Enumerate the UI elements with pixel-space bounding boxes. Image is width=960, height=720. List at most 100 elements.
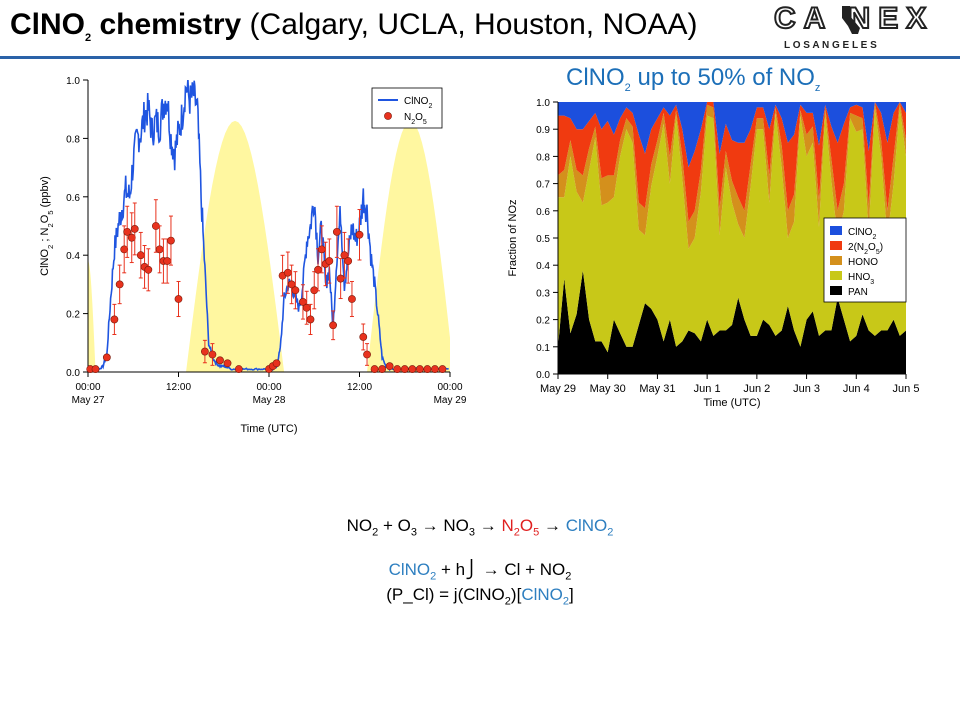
area-series-hno3 <box>558 107 906 353</box>
n2o5-point-15 <box>163 257 172 265</box>
n2o5-point-19 <box>208 350 217 359</box>
y-tick-label-4: 0.4 <box>536 261 550 272</box>
n2o5-point-47 <box>370 365 379 373</box>
y-tick-label-7: 0.7 <box>536 180 550 191</box>
x-tick-label-1: 12:00 <box>166 382 191 393</box>
x-tick-label-7: Jun 5 <box>893 383 920 395</box>
y-tick-label-1: 0.2 <box>66 310 80 321</box>
daylight-shade-2 <box>367 120 450 372</box>
area-series-hono <box>558 102 906 249</box>
y-tick-label-3: 0.6 <box>66 193 80 204</box>
x-tick-label-3: 12:00 <box>347 382 372 393</box>
logo-bottom-text: L O S A N G E L E S <box>784 40 877 51</box>
n2o5-point-33 <box>310 286 319 295</box>
n2o5-point-22 <box>234 365 243 373</box>
x-tick-label-4: 00:00 <box>437 382 462 393</box>
n2o5-point-17 <box>174 295 183 303</box>
n2o5-point-37 <box>325 257 334 265</box>
y-tick-label-5: 1.0 <box>66 76 80 87</box>
equation-1: NO2 + O3 → NO3 → N2O5 → ClNO2 <box>346 516 614 539</box>
n2o5-point-16 <box>167 236 175 245</box>
n2o5-point-48 <box>378 365 387 373</box>
n2o5-point-51 <box>400 365 409 373</box>
x-tick-label-3: Jun 1 <box>694 383 721 395</box>
legend-label-0: ClNO2 <box>848 227 876 241</box>
n2o5-point-34 <box>314 265 322 274</box>
n2o5-point-43 <box>348 295 356 303</box>
daylight-shade-0 <box>88 261 96 372</box>
n2o5-point-50 <box>393 365 402 373</box>
n2o5-point-2 <box>102 353 111 362</box>
y-tick-label-0: 0.0 <box>536 370 550 381</box>
n2o5-point-6 <box>123 227 132 236</box>
n2o5-point-27 <box>283 268 292 277</box>
x-tick-label-1: May 30 <box>590 383 626 395</box>
n2o5-point-25 <box>272 359 281 368</box>
x-tick-date-2: May 28 <box>253 395 286 406</box>
x-tick-label-6: Jun 4 <box>843 383 870 395</box>
clno2-n2o5-timeseries-chart: 0.0 0.2 0.4 0.6 0.8 1.0 00:00 May 27 12:00 00:00 M… <box>39 76 467 435</box>
n2o5-point-18 <box>200 347 209 356</box>
n2o5-point-35 <box>317 245 326 254</box>
legend-swatch-n2o5 <box>384 112 392 120</box>
equation-3: (P_Cl) = j(ClNO2)[ClNO2] <box>386 585 574 608</box>
legend-label-clno2: ClNO2 <box>404 96 432 110</box>
n2o5-point-44 <box>355 230 364 239</box>
y-tick-label-5: 0.5 <box>536 234 550 245</box>
legend-swatch-1 <box>830 241 842 250</box>
daylight-shade-1 <box>186 120 285 372</box>
y-tick-label-10: 1.0 <box>536 98 550 109</box>
legend-label-1: 2(N2O5) <box>848 242 883 256</box>
y-tick-label-6: 0.6 <box>536 207 550 218</box>
legend-label-2: HONO <box>848 257 878 268</box>
n2o5-point-39 <box>332 227 341 236</box>
n2o5-point-7 <box>127 233 136 242</box>
n2o5-point-3 <box>110 315 119 324</box>
n2o5-point-11 <box>144 265 153 274</box>
legend-label-4: PAN <box>848 287 868 298</box>
header-rule <box>0 56 960 59</box>
y-axis-label: Fraction of NOz <box>507 199 519 276</box>
n2o5-point-20 <box>216 356 224 365</box>
n2o5-point-55 <box>431 365 439 373</box>
x-tick-date-0: May 27 <box>72 395 105 406</box>
y-tick-label-2: 0.4 <box>66 251 80 262</box>
n2o5-point-29 <box>291 286 300 295</box>
legend-label-n2o5: N2O5 <box>404 112 427 126</box>
legend-swatch-4 <box>830 286 842 295</box>
x-tick-label-4: Jun 2 <box>743 383 770 395</box>
n2o5-point-13 <box>155 245 164 254</box>
n2o5-point-53 <box>415 365 424 373</box>
y-axis-label: ClNO2 ; N2O5 (ppbv) <box>39 176 55 276</box>
area-series-2n2o5 <box>558 102 906 222</box>
california-icon <box>842 6 860 34</box>
n2o5-point-5 <box>120 245 129 254</box>
legend-swatch-0 <box>830 226 842 235</box>
x-axis-label: Time (UTC) <box>703 397 760 409</box>
n2o5-point-46 <box>363 350 371 359</box>
n2o5-point-21 <box>223 359 232 368</box>
n2o5-point-32 <box>306 315 315 324</box>
area-series-pan <box>558 270 906 374</box>
n2o5-point-52 <box>408 365 417 373</box>
n2o5-point-31 <box>302 303 311 312</box>
legend-swatch-2 <box>830 256 842 265</box>
canex-logo: CA NEX L O S A N G E L E S <box>773 1 927 51</box>
x-tick-label-2: 00:00 <box>256 382 281 393</box>
x-tick-label-0: 00:00 <box>75 382 100 393</box>
n2o5-point-4 <box>115 280 124 289</box>
n2o5-point-42 <box>344 257 353 265</box>
chart-subtitle: ClNO2 up to 50% of NOz <box>566 64 821 94</box>
y-tick-label-9: 0.9 <box>536 125 550 136</box>
page-title: ClNO2 chemistry (Calgary, UCLA, Houston,… <box>10 8 698 44</box>
x-tick-label-0: May 29 <box>540 383 576 395</box>
series-line-clno2 <box>88 80 449 372</box>
y-tick-label-3: 0.3 <box>536 288 550 299</box>
n2o5-point-49 <box>385 362 394 371</box>
legend-swatch-3 <box>830 271 842 280</box>
n2o5-point-54 <box>423 365 432 373</box>
equation-2: ClNO2 + h⎭ → Cl + NO2 <box>388 560 572 583</box>
n2o5-point-45 <box>359 333 368 341</box>
n2o5-point-1 <box>91 365 100 373</box>
y-tick-label-0: 0.0 <box>66 368 80 379</box>
